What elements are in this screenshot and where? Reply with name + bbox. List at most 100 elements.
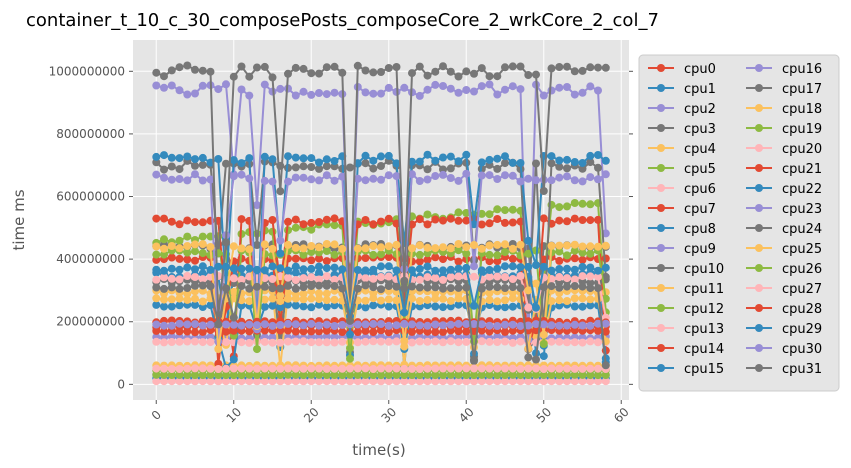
data-point — [508, 244, 517, 253]
data-point — [439, 275, 447, 284]
data-point — [322, 302, 331, 311]
data-point — [160, 173, 168, 182]
data-point — [268, 301, 277, 310]
data-point — [198, 297, 207, 306]
data-point — [485, 370, 494, 379]
data-point — [462, 249, 471, 258]
data-point — [586, 272, 595, 281]
data-point — [601, 361, 610, 370]
data-point — [369, 265, 378, 274]
data-point — [586, 216, 595, 225]
data-point — [206, 67, 215, 76]
data-point — [322, 155, 331, 164]
data-point — [470, 87, 478, 96]
data-point — [408, 377, 416, 386]
data-point — [299, 302, 308, 311]
data-point — [493, 215, 502, 223]
data-point — [431, 172, 440, 180]
legend-marker — [755, 244, 763, 252]
data-point — [570, 158, 579, 166]
data-point — [284, 319, 292, 328]
data-point — [260, 364, 269, 373]
data-point — [268, 377, 277, 386]
data-point — [322, 257, 331, 266]
data-point — [384, 171, 393, 180]
data-point — [198, 176, 207, 185]
data-point — [408, 320, 416, 329]
data-point — [361, 244, 370, 253]
data-point — [299, 321, 308, 330]
data-point — [415, 365, 424, 373]
data-point — [408, 338, 416, 347]
data-point — [268, 294, 277, 303]
data-point — [291, 294, 300, 303]
data-point — [462, 320, 471, 328]
data-point — [353, 328, 362, 336]
data-point — [570, 320, 579, 329]
data-point — [408, 170, 416, 179]
data-point — [594, 319, 602, 328]
data-point — [284, 217, 292, 226]
data-point — [578, 370, 587, 379]
legend-marker — [755, 224, 763, 232]
data-point — [384, 328, 393, 337]
data-point — [516, 272, 525, 280]
data-point — [229, 274, 238, 283]
data-point — [191, 371, 199, 379]
data-point — [555, 203, 564, 212]
data-point — [570, 302, 579, 311]
data-point — [369, 156, 378, 165]
data-point — [260, 302, 269, 311]
data-point — [384, 321, 393, 330]
data-point — [322, 371, 331, 379]
data-point — [175, 370, 184, 379]
data-point — [346, 377, 354, 386]
data-point — [276, 236, 285, 245]
data-point — [369, 174, 378, 183]
data-point — [470, 69, 478, 78]
data-point — [175, 265, 184, 274]
data-point — [563, 83, 571, 91]
data-point — [338, 328, 347, 336]
data-point — [175, 377, 184, 386]
data-point — [253, 371, 261, 379]
data-point — [160, 338, 168, 347]
data-point — [284, 370, 292, 379]
data-point — [191, 377, 199, 386]
data-point — [570, 199, 579, 207]
data-point — [175, 327, 184, 336]
data-point — [439, 243, 447, 252]
data-point — [206, 265, 215, 274]
data-point — [284, 300, 292, 309]
data-point — [501, 63, 509, 72]
data-point — [501, 303, 509, 312]
data-point — [539, 330, 548, 339]
data-point — [547, 371, 556, 379]
data-point — [260, 295, 269, 304]
data-point — [524, 286, 533, 295]
data-point — [253, 364, 261, 373]
data-point — [578, 159, 587, 167]
data-point — [222, 320, 230, 329]
data-point — [361, 216, 370, 224]
data-point — [191, 364, 199, 373]
data-point — [516, 377, 525, 386]
legend-label: cpu11 — [684, 282, 724, 297]
data-point — [160, 284, 168, 293]
data-point — [369, 283, 378, 292]
data-point — [191, 300, 199, 309]
data-point — [175, 319, 184, 328]
data-point — [276, 291, 285, 300]
data-point — [532, 320, 540, 329]
data-point — [167, 295, 176, 304]
data-point — [338, 364, 347, 373]
data-point — [229, 326, 238, 335]
data-point — [361, 320, 370, 329]
data-point — [260, 282, 269, 291]
data-point — [415, 264, 424, 273]
data-point — [175, 220, 184, 229]
data-point — [299, 377, 308, 386]
data-point — [508, 262, 517, 271]
y-tick-label: 600000000 — [56, 190, 125, 204]
legend: cpu0 cpu1 cpu2 cpu3 cpu4 cpu5 cpu6 cpu7 cpu8 cpu9… — [638, 54, 840, 392]
